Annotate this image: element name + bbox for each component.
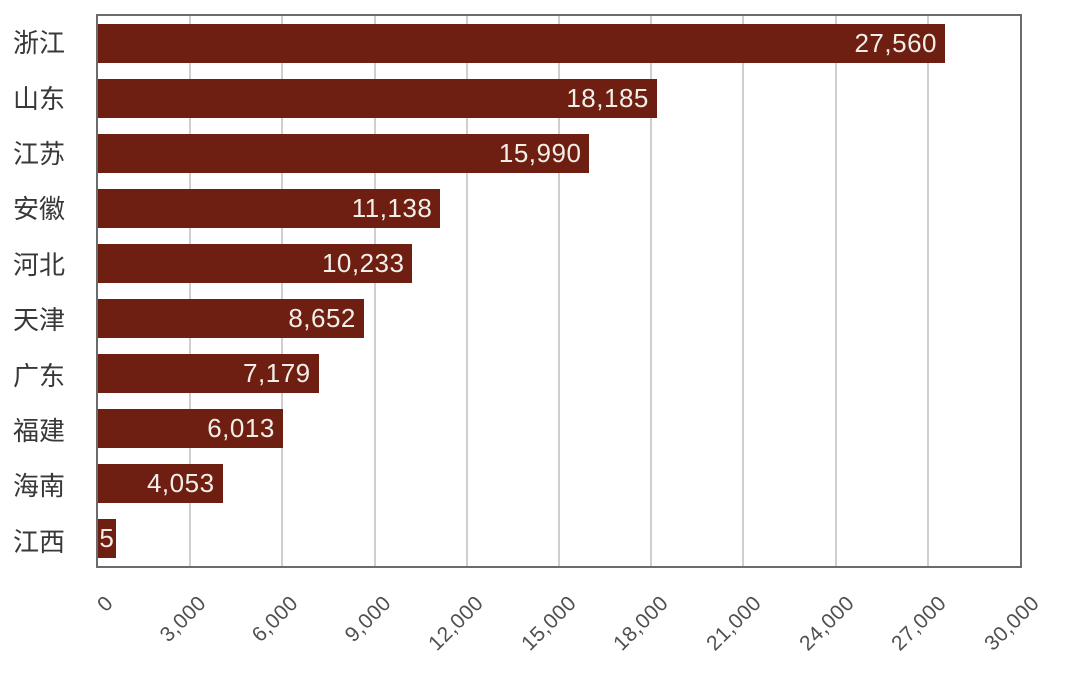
bar-value-label: 7,179 (243, 358, 311, 388)
category-label: 江西 (13, 526, 66, 557)
bar-value-label: 4,053 (146, 468, 215, 498)
gridline (650, 16, 653, 566)
category-label: 浙江 (13, 28, 66, 59)
bar-row: 5 (98, 511, 1020, 566)
gridline (465, 16, 468, 566)
bar-row: 18,185 (98, 71, 1020, 126)
gridline (926, 16, 929, 566)
bar-row: 4,053 (98, 456, 1020, 511)
category-label: 安徽 (13, 194, 66, 225)
bar: 11,138 (98, 189, 441, 228)
x-tick-label: 24,000 (794, 591, 859, 656)
bar-row: 7,179 (98, 346, 1020, 401)
gridline (834, 16, 837, 566)
bar-row: 11,138 (98, 181, 1020, 236)
bar: 4,053 (98, 464, 223, 503)
category-label: 广东 (13, 360, 66, 391)
x-tick-label: 0 (92, 591, 118, 617)
bar: 7,179 (98, 354, 319, 393)
bar-value-label: 10,233 (321, 248, 405, 278)
bar: 27,560 (98, 24, 945, 63)
bar-value-label: 27,560 (854, 28, 937, 58)
category-axis: 浙江 山东 江苏 安徽 河北 天津 广东 福建 海南 江西 (0, 14, 96, 568)
x-tick-label: 12,000 (424, 591, 489, 656)
gridlines-layer (98, 16, 1020, 566)
category-label: 山东 (13, 83, 66, 114)
bar-row: 8,652 (98, 291, 1020, 346)
category-label: 天津 (13, 305, 66, 336)
bar-value-label: 6,013 (207, 413, 275, 443)
bar-value-label: 15,990 (498, 138, 582, 168)
bar: 6,013 (98, 409, 283, 448)
x-tick-label: 30,000 (979, 591, 1044, 656)
gridline (281, 16, 284, 566)
value-axis: 0 3,000 6,000 9,000 12,000 15,000 18,000… (92, 568, 1044, 683)
bar-value-label: 8,652 (288, 303, 356, 333)
gridline (373, 16, 376, 566)
plot-area: 27,560 18,185 15,990 11,138 10,233 8,652… (96, 14, 1022, 568)
category-label: 福建 (13, 415, 66, 446)
bar-row: 27,560 (98, 16, 1020, 71)
gridline (189, 16, 192, 566)
x-tick-label: 27,000 (887, 591, 952, 656)
category-label: 海南 (13, 471, 66, 502)
bars-layer: 27,560 18,185 15,990 11,138 10,233 8,652… (98, 16, 1020, 566)
x-tick-label: 3,000 (155, 591, 211, 647)
gridline (742, 16, 745, 566)
bar: 10,233 (98, 244, 413, 283)
x-tick-label: 9,000 (340, 591, 396, 647)
x-tick-label: 6,000 (247, 591, 303, 647)
x-tick-label: 18,000 (609, 591, 674, 656)
gridline (558, 16, 560, 566)
category-label: 江苏 (13, 138, 66, 169)
bar: 5 (98, 519, 116, 558)
bar-value-label: 5 (99, 523, 115, 553)
bar: 8,652 (98, 299, 364, 338)
bar: 15,990 (98, 134, 590, 173)
bar-row: 10,233 (98, 236, 1020, 291)
bar-value-label: 18,185 (566, 83, 649, 113)
bar-value-label: 11,138 (351, 193, 433, 223)
category-label: 河北 (13, 249, 66, 280)
bar-row: 6,013 (98, 401, 1020, 456)
bar: 18,185 (98, 79, 657, 118)
x-tick-label: 21,000 (702, 591, 766, 656)
x-tick-label: 15,000 (516, 591, 581, 656)
bar-row: 15,990 (98, 126, 1020, 181)
